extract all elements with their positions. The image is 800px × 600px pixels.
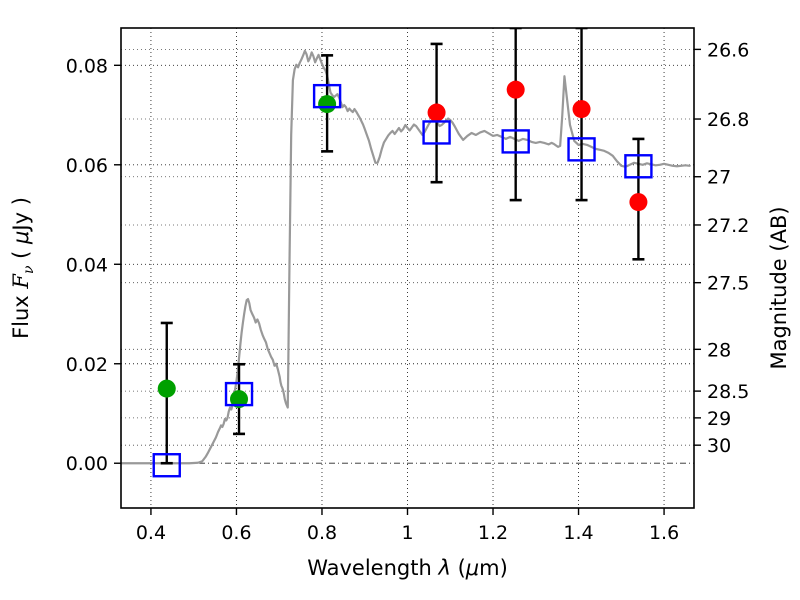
data-point-observed-photometry-red[interactable] [506,80,525,99]
data-point-model-photometry[interactable] [501,129,530,154]
data-point-model-photometry[interactable] [624,154,653,179]
magtick-label-26.6: 26.6 [707,39,749,61]
data-point-observed-photometry[interactable] [230,390,249,409]
data-point-observed-photometry-red[interactable] [629,193,648,212]
data-point-observed-photometry-red[interactable] [572,100,591,119]
ytick-label-0.08: 0.08 [66,55,108,77]
data-point-model-photometry[interactable] [422,120,451,145]
data-point-observed-photometry[interactable] [318,95,337,114]
data-point-observed-photometry[interactable] [157,379,176,398]
xtick-label-1: 1 [401,522,413,544]
magtick-label-29: 29 [707,408,731,430]
xtick-label-1.6: 1.6 [649,522,679,544]
magtick-label-27: 27 [707,167,731,189]
magtick-label-30: 30 [707,435,731,457]
right-axis-label: Magnitude (AB) [767,206,791,369]
xtick-label-0.8: 0.8 [307,522,337,544]
clip-left [0,0,121,600]
data-point-model-photometry[interactable] [152,453,181,478]
y-axis-label: Flux Fν ( μJy ) [9,197,37,339]
model-spectrum-line [119,49,691,465]
magtick-label-26.8: 26.8 [707,109,749,131]
clip-top [0,0,800,28]
magtick-label-27.2: 27.2 [707,215,749,237]
clip-bottom [0,509,800,600]
ytick-label-0.00: 0.00 [66,453,108,475]
xtick-label-1.2: 1.2 [478,522,508,544]
xtick-label-1.4: 1.4 [563,522,593,544]
data-point-model-photometry[interactable] [312,83,342,109]
data-point-model-photometry[interactable] [567,137,596,162]
xtick-label-0.6: 0.6 [221,522,251,544]
magtick-label-27.5: 27.5 [707,273,749,295]
ytick-label-0.02: 0.02 [66,354,108,376]
data-point-model-photometry[interactable] [224,381,254,407]
xtick-label-0.4: 0.4 [136,522,166,544]
magtick-label-28.5: 28.5 [707,381,749,403]
x-axis-label: Wavelength λ (μm) [307,556,508,580]
ytick-label-0.04: 0.04 [66,254,108,276]
clip-right [695,0,800,600]
ytick-label-0.06: 0.06 [66,155,108,177]
magtick-label-28: 28 [707,339,731,361]
data-point-observed-photometry-red[interactable] [427,103,446,122]
